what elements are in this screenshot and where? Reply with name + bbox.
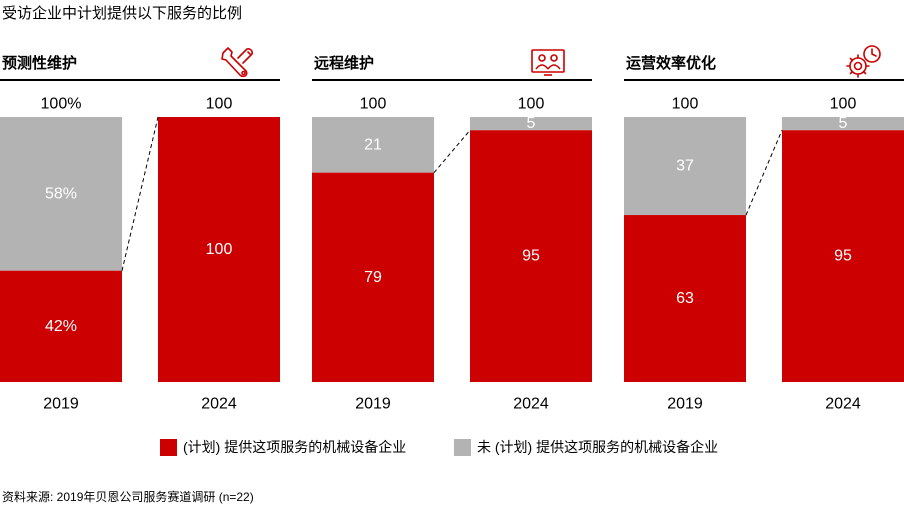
x-tick-label: 2024	[825, 396, 861, 413]
data-label-provided: 95	[834, 248, 852, 265]
bar-segment-not-provided	[470, 117, 592, 131]
data-label-provided: 95	[522, 248, 540, 265]
data-label-not-provided: 21	[364, 136, 382, 153]
x-tick-label: 2024	[513, 396, 549, 413]
data-label-provided: 79	[364, 269, 382, 286]
bar-segment-provided	[470, 130, 592, 382]
legend-label: 未 (计划) 提供这项服务的机械设备企业	[477, 439, 719, 455]
bar-total-label: 100%	[41, 96, 82, 113]
panel-divider	[312, 79, 592, 81]
bar-segment-provided	[312, 172, 434, 382]
bar-segment-provided	[782, 130, 904, 382]
x-tick-label: 2019	[355, 396, 391, 413]
connector-line	[745, 130, 783, 216]
bar-total-label: 100	[672, 96, 699, 113]
legend-item-provided: (计划) 提供这项服务的机械设备企业	[160, 437, 406, 457]
chart-panel-operational-efficiency: 运营效率优化 63 37 100 2019 95 5 100 2024	[624, 40, 904, 415]
panel-chart: 79 21 100 2019 95 5 100 2024	[312, 96, 592, 413]
legend-swatch	[454, 438, 471, 456]
bar-segment-not-provided	[624, 117, 746, 216]
data-label-provided: 100	[206, 241, 233, 258]
panel-chart: 42% 58% 100% 2019 100 100 2024	[0, 96, 280, 413]
panel-divider	[0, 79, 280, 81]
data-label-provided: 42%	[45, 318, 77, 335]
data-label-not-provided: 5	[527, 115, 536, 132]
chart-panel-remote-maintenance: 远程维护 79 21 100 2019 95 5 100 2024	[312, 40, 592, 415]
bar-segment-provided	[158, 117, 280, 382]
x-tick-label: 2019	[43, 396, 79, 413]
bar-segment-not-provided	[0, 117, 122, 271]
legend-swatch	[160, 438, 177, 456]
legend-label: (计划) 提供这项服务的机械设备企业	[183, 439, 407, 455]
chart-panel-predictive-maintenance: 预测性维护 42% 58% 100% 2019 100 100 2024	[0, 40, 280, 415]
connector-line	[433, 129, 471, 173]
panel-title: 预测性维护	[2, 55, 78, 72]
panel-title: 远程维护	[314, 55, 375, 72]
connector-line	[121, 116, 159, 271]
source-note: 资料来源: 2019年贝恩公司服务赛道调研 (n=22)	[2, 490, 254, 504]
bar-segment-not-provided	[782, 117, 904, 131]
data-label-not-provided: 37	[676, 158, 694, 175]
page-title: 受访企业中计划提供以下服务的比例	[2, 5, 243, 22]
panel-chart: 63 37 100 2019 95 5 100 2024	[624, 96, 904, 413]
data-label-not-provided: 5	[839, 115, 848, 132]
remote-support-icon	[530, 44, 566, 78]
panel-divider	[624, 79, 904, 81]
x-tick-label: 2019	[667, 396, 703, 413]
x-tick-label: 2024	[201, 396, 237, 413]
bar-total-label: 100	[206, 96, 233, 113]
data-label-provided: 63	[676, 290, 694, 307]
legend-item-not-provided: 未 (计划) 提供这项服务的机械设备企业	[454, 437, 718, 457]
bar-total-label: 100	[360, 96, 387, 113]
bar-segment-not-provided	[312, 117, 434, 173]
bar-total-label: 100	[830, 96, 857, 113]
panel-title: 运营效率优化	[626, 55, 717, 72]
bar-segment-provided	[624, 215, 746, 382]
gear-clock-icon	[846, 44, 882, 78]
wrench-icon	[218, 44, 254, 78]
data-label-not-provided: 58%	[45, 185, 77, 202]
bar-segment-provided	[0, 270, 122, 382]
bar-total-label: 100	[518, 96, 545, 113]
